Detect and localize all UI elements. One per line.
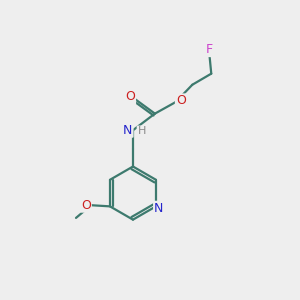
Text: O: O — [81, 199, 91, 212]
Text: N: N — [123, 124, 133, 137]
Text: O: O — [176, 94, 186, 107]
Text: H: H — [138, 126, 146, 136]
Text: N: N — [154, 202, 164, 215]
Text: O: O — [125, 91, 135, 103]
Text: F: F — [206, 43, 213, 56]
